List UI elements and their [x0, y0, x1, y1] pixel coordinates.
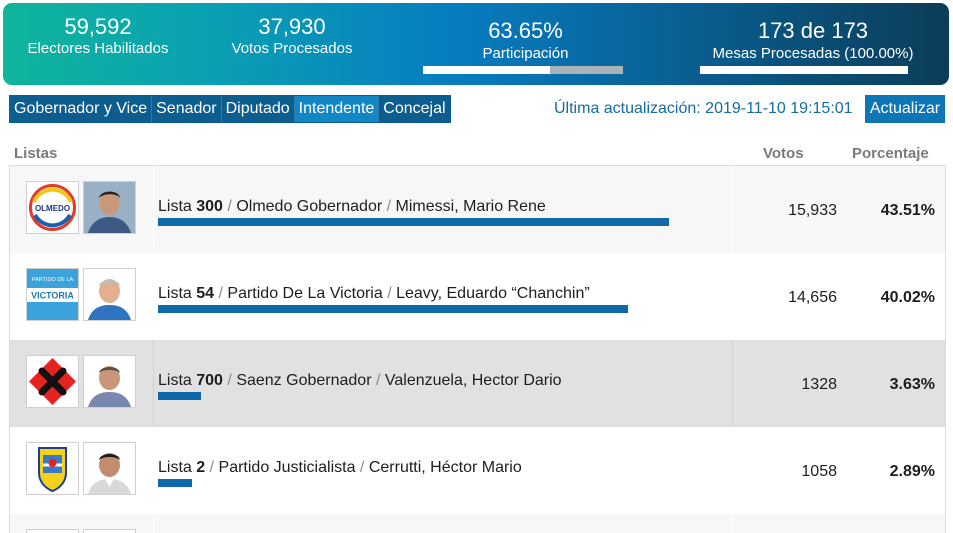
refresh-button[interactable]: Actualizar	[865, 95, 945, 123]
table-row[interactable]: Lista 700 / Saenz Gobernador / Valenzuel…	[9, 340, 946, 427]
stat-mesas-value: 173 de 173	[757, 18, 869, 43]
column-divider	[732, 340, 733, 427]
percentage-value: 43.51%	[880, 202, 935, 219]
mesas-progress-bar	[700, 66, 908, 74]
mesas-progress-fill	[700, 66, 908, 74]
table-row[interactable]: Lista 2 / Partido Justicialista / Cerrut…	[9, 427, 946, 514]
stat-votos: 37,930 Votos Procesados	[217, 15, 367, 58]
list-description: Lista 700 / Saenz Gobernador / Valenzuel…	[158, 372, 562, 389]
stat-votos-value: 37,930	[258, 14, 326, 39]
participacion-progress-fill	[423, 66, 551, 74]
column-header-votos: Votos	[763, 145, 804, 162]
stat-electores-value: 59,592	[64, 14, 132, 39]
percentage-value: 40.02%	[880, 289, 935, 306]
candidate-photo	[83, 529, 136, 533]
olmedo-logo-icon: OLMEDO	[26, 181, 79, 234]
vote-share-bar	[158, 479, 192, 487]
stat-mesas-label: Mesas Procesadas (100.00%)	[712, 45, 914, 62]
column-header-listas: Listas	[14, 145, 58, 162]
justicialista-logo-icon	[26, 442, 79, 495]
olmedo-logo-text: OLMEDO	[35, 204, 70, 213]
stat-participacion: 63.65% Participación	[423, 19, 628, 63]
column-divider	[732, 427, 733, 514]
table-row[interactable]: PARTIDO DE LA VICTORIA Lista 54 / Partid…	[9, 253, 946, 340]
stat-participacion-label: Participación	[482, 45, 569, 62]
votes-value: 14,656	[788, 289, 837, 306]
category-tabs: Gobernador y Vice Senador Diputado Inten…	[9, 95, 451, 123]
candidate-photo	[83, 442, 136, 495]
vote-share-bar	[158, 218, 669, 226]
column-divider	[732, 253, 733, 340]
column-divider	[153, 340, 154, 427]
victoria-logo-text: VICTORIA	[31, 291, 74, 301]
table-row[interactable]: OLMEDO Lista 300 / Olmedo Gobernador / M…	[9, 166, 946, 253]
header-divider	[9, 165, 946, 166]
column-divider	[153, 166, 154, 253]
tab-concejal[interactable]: Concejal	[378, 96, 450, 122]
victoria-logo-top-text: PARTIDO DE LA	[32, 277, 74, 283]
saenz-logo-icon	[26, 355, 79, 408]
candidate-photo	[83, 268, 136, 321]
stat-mesas: 173 de 173 Mesas Procesadas (100.00%)	[693, 19, 933, 63]
last-updated: Última actualización: 2019-11-10 19:15:0…	[554, 100, 853, 117]
percentage-value: 3.63%	[889, 376, 935, 393]
percentage-value: 2.89%	[889, 463, 935, 480]
table-row[interactable]	[9, 514, 946, 533]
list-description: Lista 2 / Partido Justicialista / Cerrut…	[158, 459, 522, 476]
party-logo-icon	[26, 529, 79, 533]
tab-senador[interactable]: Senador	[151, 96, 221, 122]
column-divider	[153, 514, 154, 533]
column-divider	[153, 427, 154, 514]
tab-intendente[interactable]: Intendente	[293, 96, 379, 122]
vote-share-bar	[158, 392, 201, 400]
candidate-photo	[83, 355, 136, 408]
list-description: Lista 54 / Partido De La Victoria / Leav…	[158, 285, 590, 302]
vote-share-bar	[158, 305, 628, 313]
column-divider	[732, 514, 733, 533]
tab-diputado[interactable]: Diputado	[220, 96, 294, 122]
votes-value: 1058	[801, 463, 837, 480]
column-divider	[153, 253, 154, 340]
stat-participacion-value: 63.65%	[488, 18, 563, 43]
tab-gobernador[interactable]: Gobernador y Vice	[10, 96, 152, 122]
stat-electores-label: Electores Habilitados	[27, 40, 169, 57]
candidate-photo	[83, 181, 136, 234]
column-divider	[732, 166, 733, 253]
votes-value: 1328	[801, 376, 837, 393]
stat-votos-label: Votos Procesados	[231, 40, 353, 57]
stat-electores: 59,592 Electores Habilitados	[18, 15, 178, 58]
column-header-porcentaje: Porcentaje	[852, 145, 929, 162]
participacion-progress-bar	[423, 66, 623, 74]
list-description: Lista 300 / Olmedo Gobernador / Mimessi,…	[158, 198, 546, 215]
victoria-logo-icon: PARTIDO DE LA VICTORIA	[26, 268, 79, 321]
votes-value: 15,933	[788, 202, 837, 219]
